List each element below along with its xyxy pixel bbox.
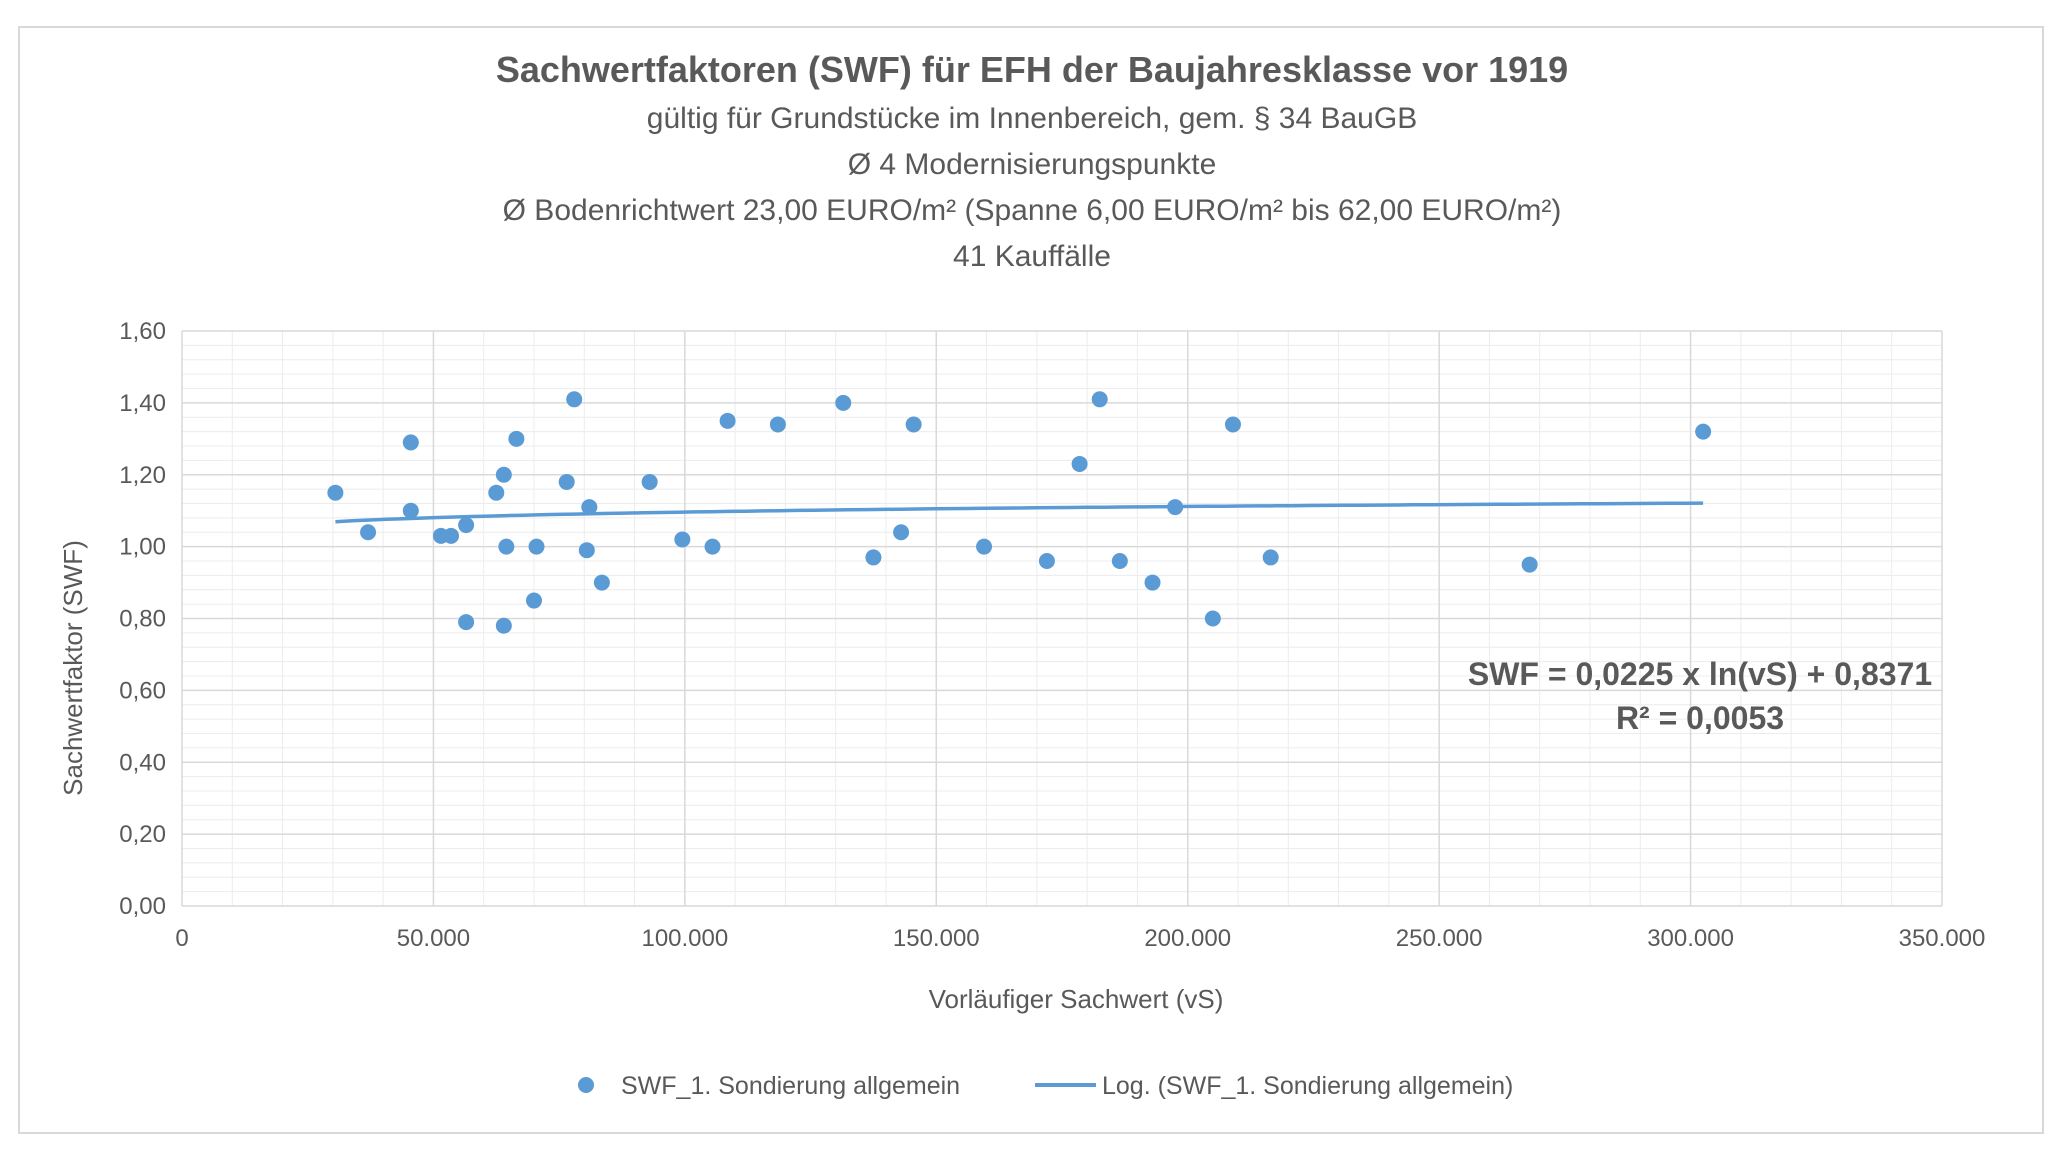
scatter-point	[1038, 553, 1055, 569]
scatter-point	[1167, 499, 1184, 516]
scatter-point	[769, 416, 786, 433]
scatter-point	[1111, 553, 1128, 569]
scatter-point	[360, 524, 377, 541]
y-tick-label: 0,20	[119, 821, 166, 848]
scatter-point	[528, 538, 545, 555]
legend-marker-scatter	[578, 1077, 594, 1093]
chart-subtitle-4: 41 Kauffälle	[953, 240, 1111, 273]
y-tick-label: 1,20	[119, 462, 166, 489]
r-squared: R² = 0,0053	[1616, 700, 1784, 736]
scatter-point	[674, 531, 691, 548]
scatter-point	[641, 473, 658, 490]
scatter-point	[905, 416, 922, 433]
scatter-points	[327, 391, 1712, 634]
regression-equation: SWF = 0,0225 x ln(vS) + 0,8371	[1468, 656, 1932, 692]
scatter-point	[581, 499, 598, 516]
scatter-point	[1695, 423, 1712, 440]
y-tick-label: 0,40	[119, 749, 166, 776]
chart-svg: Sachwertfaktoren (SWF) für EFH der Bauja…	[58, 49, 1985, 1100]
scatter-point	[558, 473, 575, 490]
scatter-point	[327, 484, 344, 501]
scatter-point	[458, 517, 475, 534]
x-tick-label: 100.000	[641, 925, 728, 952]
scatter-point	[402, 502, 419, 519]
scatter-point	[719, 412, 736, 429]
chart-subtitle-3: Ø Bodenrichtwert 23,00 EURO/m² (Spanne 6…	[503, 194, 1562, 227]
y-tick-label: 0,60	[119, 677, 166, 704]
x-axis-label: Vorläufiger Sachwert (vS)	[929, 984, 1224, 1014]
scatter-point	[1144, 574, 1161, 591]
axes: 0 50.000 100.000 150.000 200.000 250.000 300.0…	[119, 318, 1985, 952]
y-tick-label: 0,00	[119, 893, 166, 920]
x-tick-label: 200.000	[1144, 925, 1231, 952]
chart-frame: Sachwertfaktoren (SWF) für EFH der Bauja…	[18, 26, 2044, 1134]
scatter-point	[495, 466, 512, 483]
x-tick-label: 250.000	[1396, 925, 1483, 952]
y-tick-label: 1,00	[119, 534, 166, 561]
x-tick-label: 300.000	[1647, 925, 1734, 952]
x-tick-label: 350.000	[1899, 925, 1986, 952]
scatter-point	[402, 434, 419, 451]
scatter-point	[566, 391, 583, 408]
scatter-point	[443, 527, 460, 544]
x-tick-label: 0	[175, 925, 188, 952]
gridlines	[181, 330, 1943, 907]
scatter-point	[893, 524, 910, 541]
scatter-point	[578, 542, 595, 559]
chart-subtitle-1: gültig für Grundstücke im Innenbereich, …	[647, 102, 1417, 135]
legend-label-trendline: Log. (SWF_1. Sondierung allgemein)	[1102, 1072, 1513, 1100]
scatter-point	[1521, 556, 1538, 573]
scatter-point	[458, 614, 475, 631]
trendline-layer	[335, 501, 1704, 524]
scatter-point	[1071, 455, 1088, 472]
scatter-point	[835, 394, 852, 411]
scatter-point	[593, 574, 610, 591]
scatter-point	[498, 538, 515, 555]
trendline	[335, 501, 1704, 524]
x-tick-label: 50.000	[397, 925, 470, 952]
y-tick-label: 1,60	[119, 318, 166, 345]
chart-subtitle-2: Ø 4 Modernisierungspunkte	[848, 148, 1217, 181]
scatter-point	[1204, 610, 1221, 627]
scatter-point	[526, 592, 542, 609]
scatter-point	[976, 538, 993, 555]
scatter-point	[865, 549, 882, 566]
scatter-point	[1262, 549, 1279, 566]
chart-title: Sachwertfaktoren (SWF) für EFH der Bauja…	[496, 49, 1568, 90]
legend: SWF_1. Sondierung allgemein Log. (SWF_1.…	[578, 1072, 1513, 1100]
scatter-point	[1224, 416, 1241, 433]
x-tick-label: 150.000	[893, 925, 980, 952]
y-axis-label: Sachwertfaktor (SWF)	[58, 540, 88, 796]
legend-label-scatter: SWF_1. Sondierung allgemein	[621, 1072, 960, 1100]
y-tick-label: 0,80	[119, 606, 166, 633]
scatter-point	[495, 617, 512, 634]
y-tick-label: 1,40	[119, 390, 166, 417]
scatter-point	[488, 484, 505, 501]
scatter-point	[508, 430, 525, 447]
scatter-point	[704, 538, 721, 555]
scatter-point	[1091, 391, 1108, 408]
